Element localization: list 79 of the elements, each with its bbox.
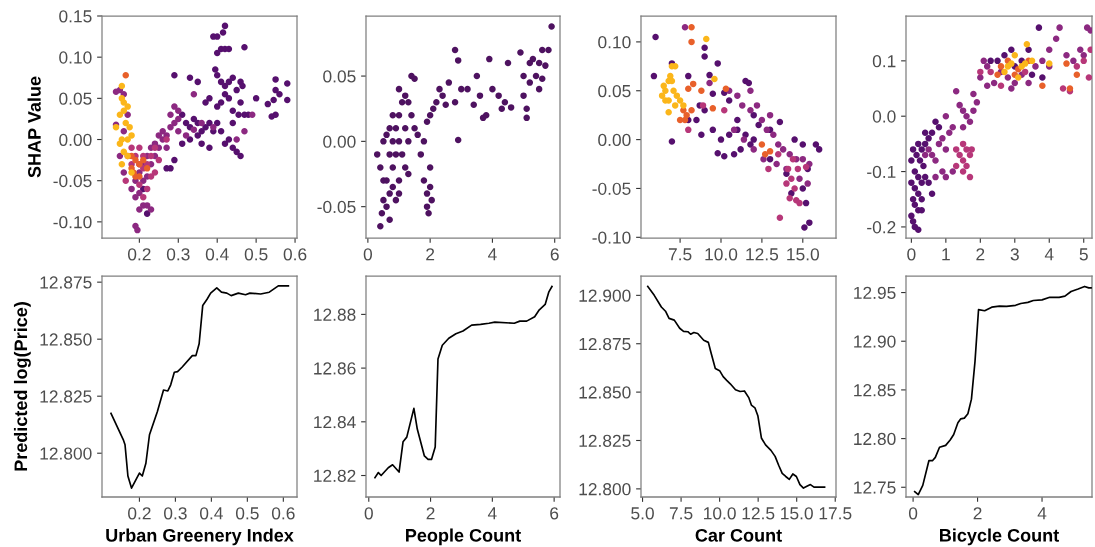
y-tick-label: 0.1 <box>872 55 896 68</box>
x-tick-label: 5.0 <box>631 507 654 520</box>
x-tick-label: 4 <box>488 248 497 261</box>
x-tick-label: 4 <box>1044 248 1054 261</box>
y-tick-label: 12.88 <box>314 308 356 321</box>
y-tick-label: 12.75 <box>854 481 896 494</box>
x-tick-label: 15.0 <box>781 507 813 520</box>
y-tick-label: -0.05 <box>317 200 356 214</box>
y-tick-label: 0.05 <box>323 70 356 83</box>
x-tick-label: 7.5 <box>668 248 692 261</box>
x-tick-label: 0.6 <box>271 507 295 520</box>
y-tick-label: 12.875 <box>579 337 631 351</box>
x-tick-label: 1 <box>942 248 950 261</box>
y-tick-label: -0.10 <box>53 216 92 229</box>
x-tick-label: 6 <box>550 248 559 261</box>
x-tick-label: 12.5 <box>742 507 775 520</box>
y-tick-label: 12.85 <box>854 384 896 397</box>
x-tick-label: 6 <box>550 507 559 520</box>
y-tick-label: 12.90 <box>854 335 896 348</box>
y-tick-label: 12.95 <box>854 286 896 300</box>
y-axis-title: SHAP Value <box>27 76 41 178</box>
y-tick-label: 12.80 <box>854 432 896 446</box>
y-tick-label: 12.900 <box>579 289 631 302</box>
x-tick-label: 4 <box>1037 507 1047 520</box>
x-tick-label: 0.4 <box>199 507 223 520</box>
x-axis-title: Bicycle Count <box>940 528 1059 546</box>
x-axis-title: People Count <box>406 528 521 546</box>
x-tick-label: 3 <box>1010 248 1019 261</box>
x-tick-label: 0.4 <box>205 248 229 261</box>
y-tick-label: 0.15 <box>59 10 92 23</box>
x-tick-label: 7.5 <box>669 507 693 520</box>
x-tick-label: 10.0 <box>704 507 736 520</box>
y-tick-label: 12.850 <box>40 333 92 346</box>
y-tick-label: 12.875 <box>40 276 92 289</box>
y-tick-label: 12.825 <box>579 434 631 447</box>
y-tick-label: 0.00 <box>323 135 356 148</box>
x-tick-label: 0.3 <box>164 507 187 520</box>
y-tick-label: 12.800 <box>40 447 92 460</box>
x-axis-title: Car Count <box>695 528 782 542</box>
x-tick-label: 2 <box>426 248 435 261</box>
x-tick-label: 0 <box>364 507 373 520</box>
y-tick-label: 12.86 <box>314 362 356 375</box>
y-tick-label: 12.82 <box>314 469 356 482</box>
x-tick-label: 2 <box>973 507 982 520</box>
y-tick-label: 12.850 <box>579 386 631 399</box>
x-tick-label: 0 <box>907 248 916 261</box>
y-tick-label: -0.05 <box>53 174 92 188</box>
x-axis-title: Urban Greenery Index <box>106 528 294 546</box>
y-tick-label: -0.1 <box>867 165 896 179</box>
x-tick-label: 2 <box>976 248 985 261</box>
x-tick-label: 4 <box>487 507 497 520</box>
y-tick-label: 0.05 <box>598 84 631 98</box>
y-tick-label: 0.05 <box>59 92 92 105</box>
y-tick-label: 12.84 <box>314 415 356 429</box>
x-tick-label: 0 <box>363 248 373 261</box>
y-tick-label: 0.10 <box>598 36 631 49</box>
y-tick-label: 0.00 <box>598 133 631 147</box>
x-tick-label: 15.0 <box>787 248 820 261</box>
y-tick-label: 0.10 <box>59 51 92 64</box>
y-tick-label: -0.05 <box>592 182 631 195</box>
y-tick-label: 0.00 <box>59 133 92 146</box>
x-tick-label: 12.5 <box>746 248 779 261</box>
x-tick-label: 0.6 <box>283 248 307 261</box>
x-tick-label: 0.3 <box>166 248 190 261</box>
x-tick-label: 0.5 <box>235 507 259 520</box>
x-tick-label: 2 <box>426 507 435 520</box>
x-tick-label: 5 <box>1079 248 1088 261</box>
y-tick-label: 12.825 <box>40 390 92 403</box>
x-tick-label: 0.5 <box>244 248 268 261</box>
y-tick-label: 0.0 <box>872 110 896 123</box>
x-tick-label: 10.0 <box>705 248 738 261</box>
x-tick-label: 0.2 <box>128 507 151 520</box>
y-tick-label: 12.800 <box>579 483 631 496</box>
x-tick-label: 0.2 <box>127 248 151 261</box>
y-axis-title: Predicted log(Price) <box>13 302 31 471</box>
y-tick-label: -0.10 <box>592 231 631 244</box>
y-tick-label: -0.2 <box>867 221 896 234</box>
x-tick-label: 0 <box>908 507 918 520</box>
x-tick-label: 17.5 <box>819 507 852 520</box>
